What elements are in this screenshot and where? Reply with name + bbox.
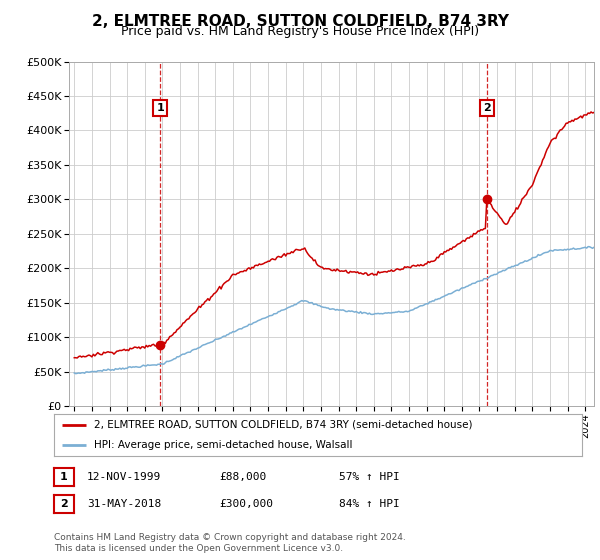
Text: £300,000: £300,000 xyxy=(219,499,273,509)
Text: 84% ↑ HPI: 84% ↑ HPI xyxy=(339,499,400,509)
Text: 2: 2 xyxy=(60,499,68,509)
Text: Contains HM Land Registry data © Crown copyright and database right 2024.
This d: Contains HM Land Registry data © Crown c… xyxy=(54,533,406,553)
Text: £88,000: £88,000 xyxy=(219,472,266,482)
Text: 2, ELMTREE ROAD, SUTTON COLDFIELD, B74 3RY (semi-detached house): 2, ELMTREE ROAD, SUTTON COLDFIELD, B74 3… xyxy=(94,420,472,430)
Text: 12-NOV-1999: 12-NOV-1999 xyxy=(87,472,161,482)
Text: HPI: Average price, semi-detached house, Walsall: HPI: Average price, semi-detached house,… xyxy=(94,440,352,450)
Text: 1: 1 xyxy=(156,103,164,113)
Text: 2: 2 xyxy=(483,103,491,113)
Text: Price paid vs. HM Land Registry's House Price Index (HPI): Price paid vs. HM Land Registry's House … xyxy=(121,25,479,38)
Text: 57% ↑ HPI: 57% ↑ HPI xyxy=(339,472,400,482)
Text: 2, ELMTREE ROAD, SUTTON COLDFIELD, B74 3RY: 2, ELMTREE ROAD, SUTTON COLDFIELD, B74 3… xyxy=(91,14,509,29)
Text: 31-MAY-2018: 31-MAY-2018 xyxy=(87,499,161,509)
Text: 1: 1 xyxy=(60,472,68,482)
